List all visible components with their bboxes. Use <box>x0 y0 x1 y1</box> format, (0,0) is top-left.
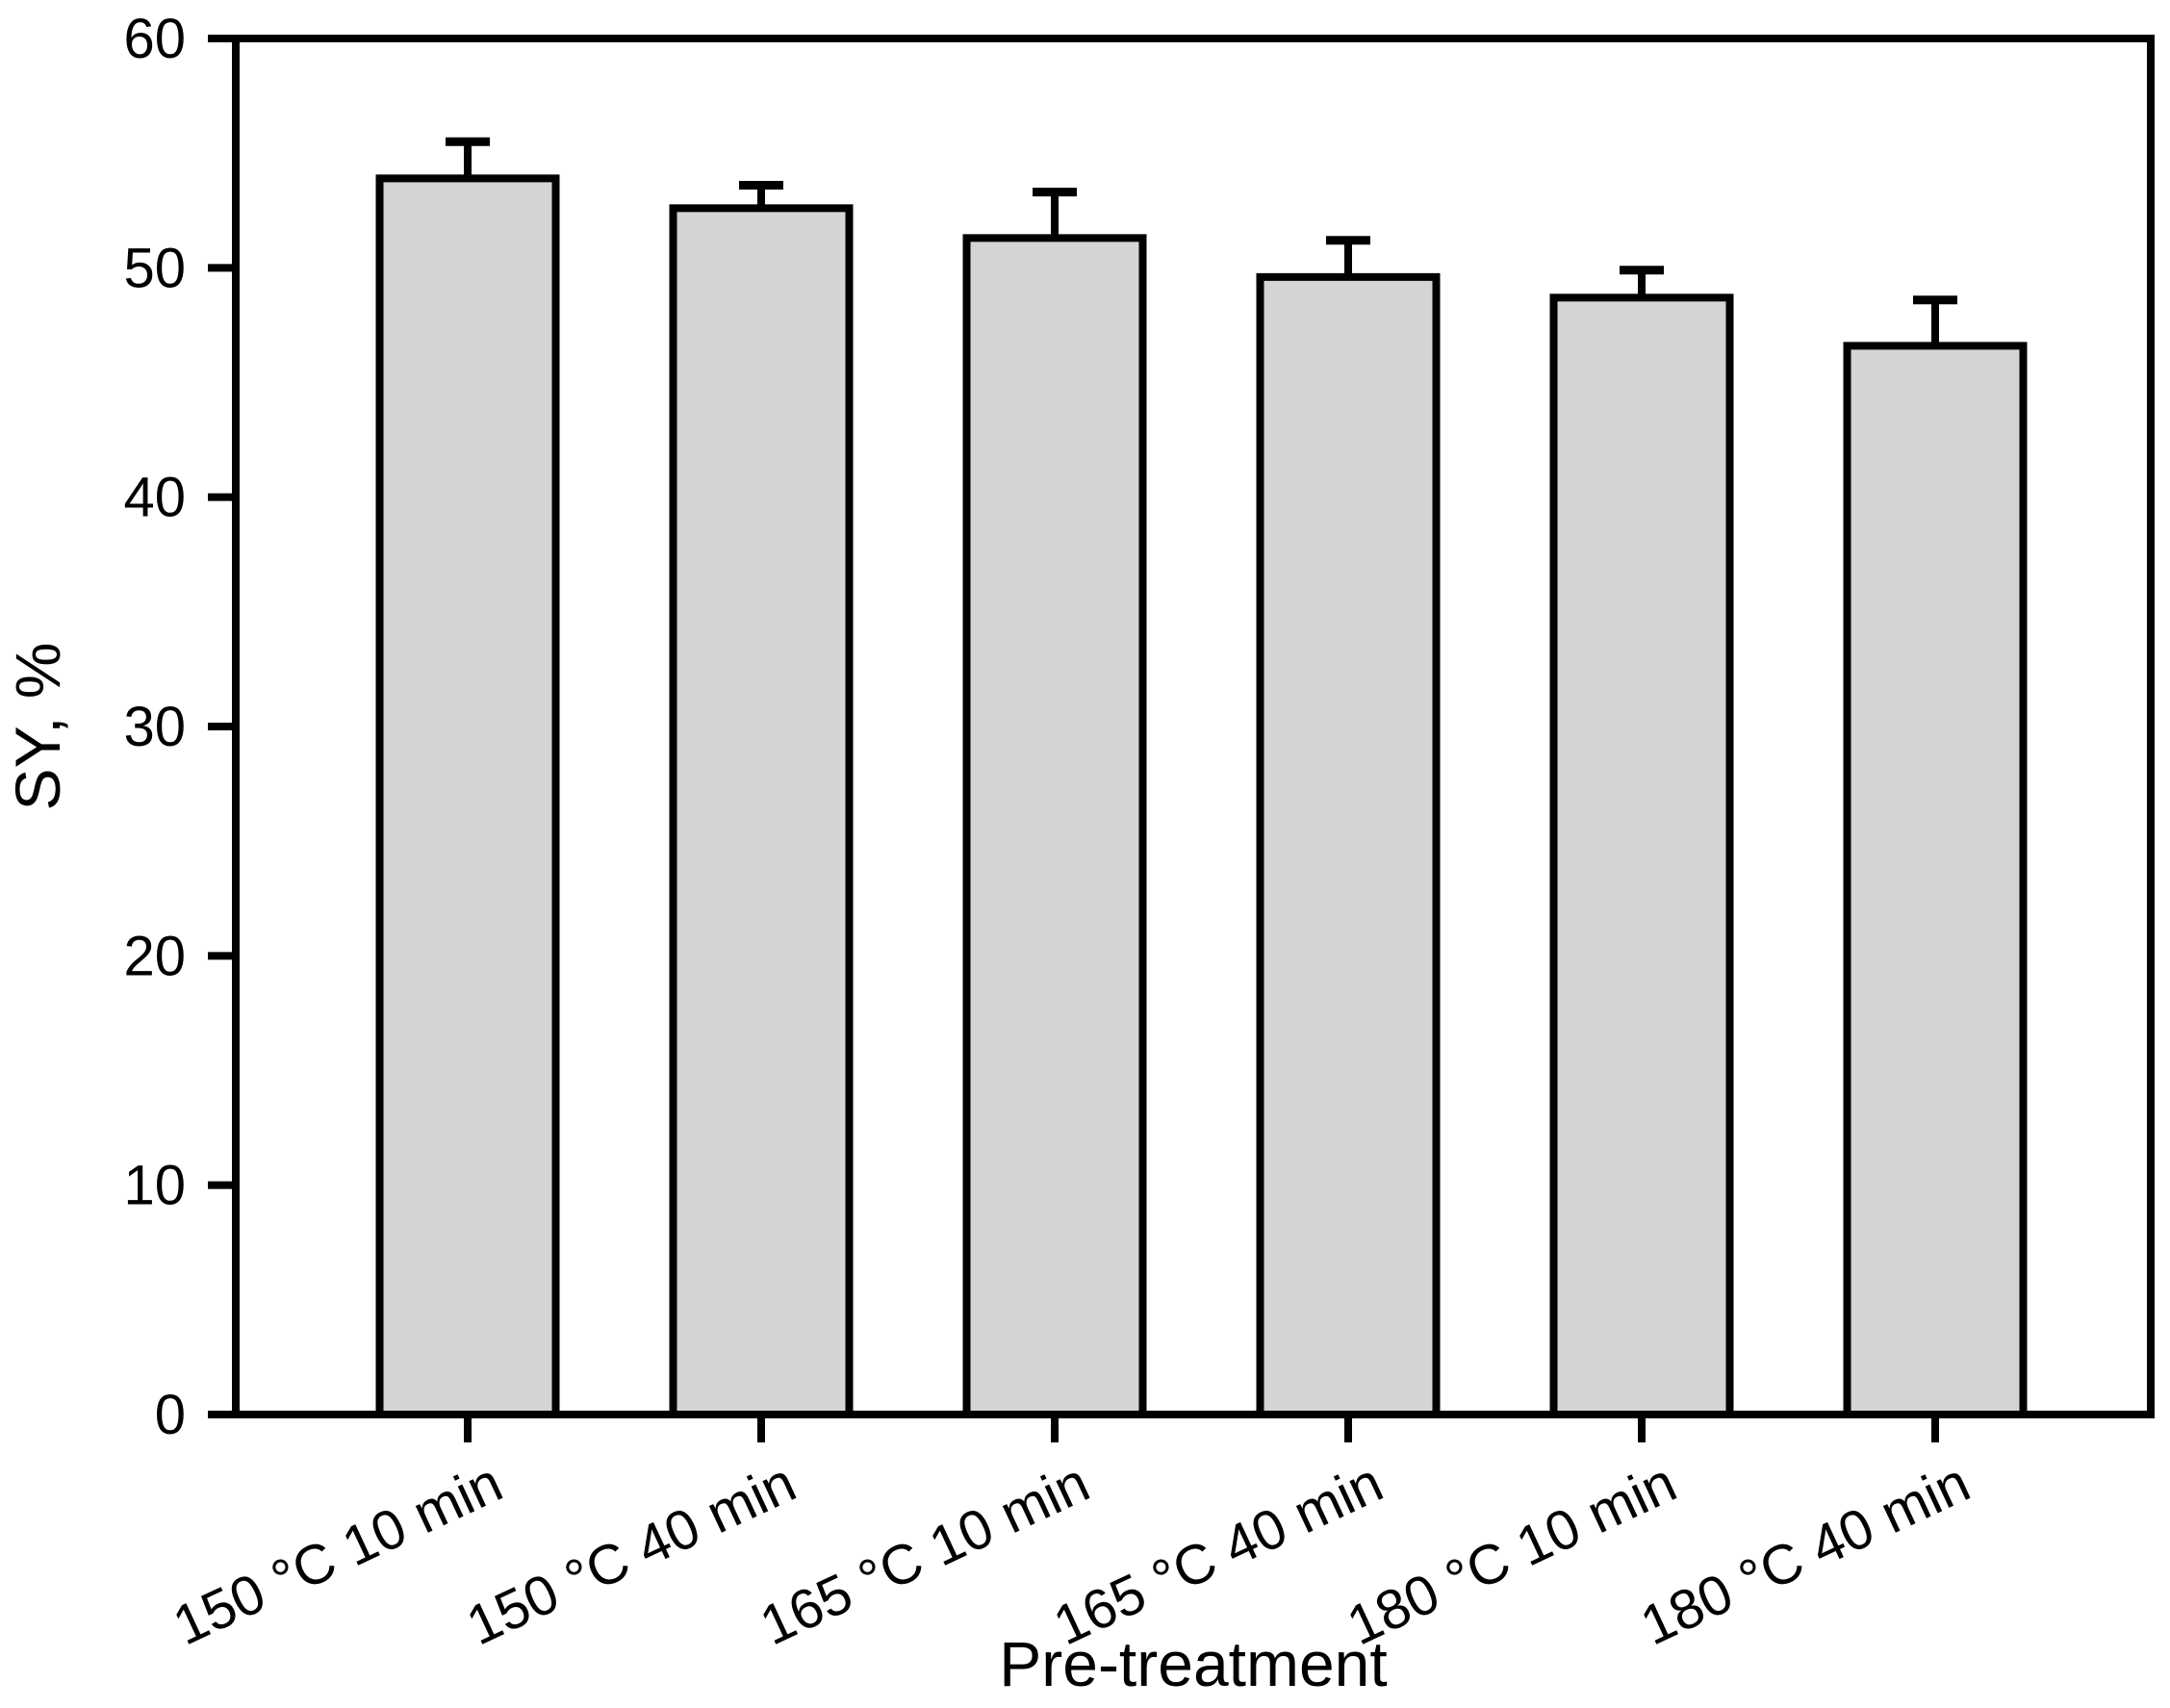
bar <box>1843 342 2028 1418</box>
bar <box>669 204 854 1418</box>
y-tick-label: 0 <box>155 1384 186 1446</box>
x-category-label: 150 °C 10 min <box>164 1451 511 1658</box>
x-axis-title: Pre-treatment <box>999 1628 1387 1699</box>
bar <box>962 234 1147 1419</box>
x-category-label: 165 °C 40 min <box>1044 1451 1391 1658</box>
bar <box>1549 293 1734 1419</box>
y-tick-label: 60 <box>123 8 186 70</box>
bar <box>375 174 560 1419</box>
y-tick-label: 50 <box>123 237 186 299</box>
x-category-label: 150 °C 40 min <box>457 1451 804 1658</box>
tick-labels-layer: 0 10 20 30 40 50 60 <box>123 8 186 1446</box>
axes-layer <box>208 35 2155 1442</box>
y-tick-label: 20 <box>123 925 186 987</box>
x-category-label: 180 °C 40 min <box>1631 1451 1979 1658</box>
bar <box>1256 272 1441 1418</box>
bars-layer <box>375 174 2028 1419</box>
y-axis-title: SY, % <box>2 643 73 811</box>
x-category-label: 165 °C 10 min <box>751 1451 1098 1658</box>
error-bars-layer <box>446 137 1957 344</box>
y-tick-label: 40 <box>123 467 186 529</box>
y-tick-label: 30 <box>123 696 186 758</box>
y-tick-label: 10 <box>123 1155 186 1217</box>
x-category-label: 180 °C 10 min <box>1338 1451 1685 1658</box>
